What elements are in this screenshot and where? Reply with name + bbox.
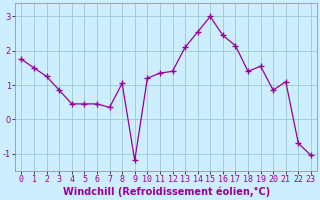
X-axis label: Windchill (Refroidissement éolien,°C): Windchill (Refroidissement éolien,°C) <box>63 187 270 197</box>
